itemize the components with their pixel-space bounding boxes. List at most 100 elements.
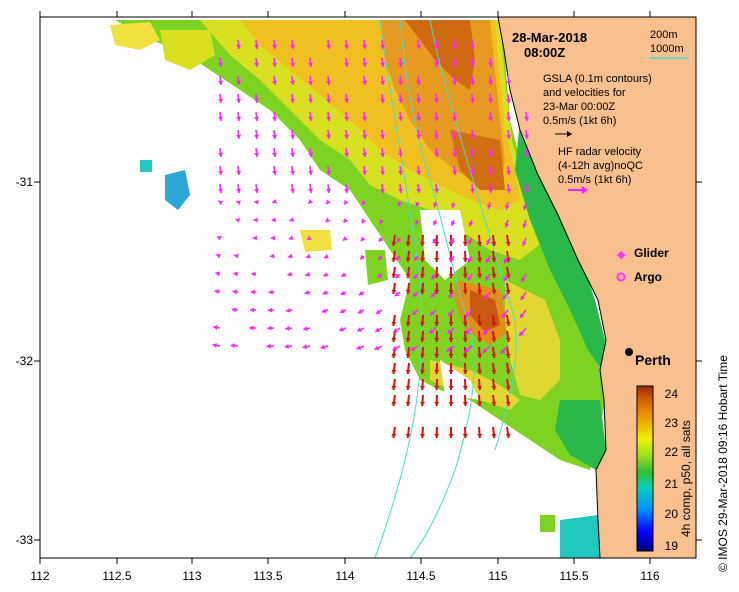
radar-legend-line: (4-12h avg)noQC bbox=[558, 160, 643, 172]
gsla-vector-arrow bbox=[218, 57, 224, 68]
x-tick-label: 114.5 bbox=[406, 569, 435, 583]
radar-vector-arrow bbox=[405, 282, 411, 295]
gsla-vector-arrow bbox=[482, 345, 491, 354]
gsla-vector-arrow bbox=[522, 219, 528, 229]
gsla-vector-arrow bbox=[470, 39, 476, 50]
radar-vector-arrow bbox=[405, 394, 411, 407]
radar-vector-arrow bbox=[462, 426, 468, 439]
gsla-vector-arrow bbox=[470, 93, 476, 104]
gsla-vector-arrow bbox=[488, 147, 494, 158]
gsla-vector-arrow bbox=[271, 217, 276, 223]
radar-vector-arrow bbox=[405, 314, 411, 327]
gsla-vector-arrow bbox=[416, 165, 422, 176]
x-tick-label: 114 bbox=[335, 569, 354, 583]
gsla-vector-arrow bbox=[212, 342, 221, 348]
gsla-vector-arrow bbox=[504, 201, 510, 210]
radar-vector-arrow bbox=[419, 426, 425, 439]
radar-vector-arrow bbox=[491, 250, 497, 263]
radar-vector-arrow bbox=[448, 282, 454, 295]
gsla-vector-arrow bbox=[362, 129, 368, 140]
gsla-vector-arrow bbox=[236, 75, 242, 86]
gsla-vector-arrow bbox=[482, 327, 491, 336]
gsla-vector-arrow bbox=[344, 93, 350, 104]
radar-vector-arrow bbox=[477, 346, 483, 359]
gsla-vector-arrow bbox=[362, 147, 368, 158]
gsla-vector-arrow bbox=[272, 165, 278, 176]
gsla-vector-arrow bbox=[434, 147, 440, 158]
gsla-vector-arrow bbox=[380, 75, 386, 86]
gsla-legend-line: GSLA (0.1m contours) bbox=[543, 73, 652, 85]
credit-text: © IMOS 29-Mar-2018 09:16 Hobart Time bbox=[716, 355, 730, 572]
gsla-vector-arrow bbox=[380, 183, 386, 194]
gsla-vector-arrow bbox=[236, 111, 242, 122]
gsla-vector-arrow bbox=[272, 57, 278, 68]
gsla-vector-arrow bbox=[488, 93, 494, 104]
gsla-vector-arrow bbox=[236, 39, 242, 50]
gsla-vector-arrow bbox=[506, 129, 512, 140]
sst-field bbox=[110, 20, 606, 558]
gsla-vector-arrow bbox=[376, 273, 383, 279]
radar-vector-arrow bbox=[405, 266, 411, 279]
radar-vector-arrow bbox=[505, 314, 511, 327]
gsla-vector-arrow bbox=[254, 183, 260, 194]
gsla-vector-arrow bbox=[412, 291, 419, 298]
gsla-vector-arrow bbox=[217, 200, 224, 206]
gsla-vector-arrow bbox=[374, 345, 383, 351]
gsla-vector-arrow bbox=[359, 254, 365, 260]
radar-vector-arrow bbox=[448, 266, 454, 279]
radar-vector-arrow bbox=[434, 394, 440, 407]
gsla-vector-arrow bbox=[432, 219, 438, 226]
gsla-vector-arrow bbox=[308, 93, 314, 104]
gsla-vector-arrow bbox=[502, 291, 509, 300]
colorbar: 24 23 22 21 20 19 4h comp, p50, all sats bbox=[636, 385, 693, 553]
radar-vector-arrow bbox=[477, 362, 483, 375]
radar-vector-arrow bbox=[477, 378, 483, 391]
gsla-vector-arrow bbox=[254, 57, 260, 68]
radar-vector-arrow bbox=[391, 330, 397, 343]
gsla-vector-arrow bbox=[231, 307, 239, 313]
gsla-vector-arrow bbox=[287, 253, 293, 259]
y-tick-label: -32 bbox=[16, 354, 34, 368]
gsla-vector-arrow bbox=[434, 57, 440, 68]
radar-vector-arrow bbox=[491, 426, 497, 439]
gsla-vector-arrow bbox=[470, 147, 476, 158]
radar-vector-arrow bbox=[405, 330, 411, 343]
y-tick-label: -31 bbox=[16, 175, 34, 189]
gsla-vector-arrow bbox=[452, 129, 458, 140]
gsla-vector-arrow bbox=[218, 147, 224, 158]
radar-vector-arrow bbox=[477, 314, 483, 327]
gsla-vector-arrow bbox=[254, 111, 260, 122]
gsla-vector-arrow bbox=[341, 272, 347, 278]
gsla-vector-arrow bbox=[416, 111, 422, 122]
radar-vector-arrow bbox=[462, 250, 468, 263]
radar-vector-arrow bbox=[477, 282, 483, 295]
gsla-vector-arrow bbox=[500, 345, 509, 354]
gsla-vector-arrow bbox=[468, 237, 473, 245]
gsla-vector-arrow bbox=[470, 57, 476, 68]
gsla-vector-arrow bbox=[254, 93, 260, 104]
gsla-vector-arrow bbox=[290, 147, 296, 158]
radar-vector-arrow bbox=[391, 394, 397, 407]
gsla-vector-arrow bbox=[522, 237, 527, 247]
colorbar-tick: 24 bbox=[665, 387, 679, 401]
gsla-vector-arrow bbox=[488, 165, 494, 176]
gsla-vector-arrow bbox=[272, 39, 278, 50]
gsla-vector-arrow bbox=[446, 327, 455, 335]
gsla-vector-arrow bbox=[308, 75, 314, 86]
glider-label: Glider bbox=[634, 246, 669, 260]
radar-vector-arrow bbox=[405, 234, 411, 247]
gsla-vector-arrow bbox=[357, 309, 365, 314]
gsla-vector-arrow bbox=[272, 129, 278, 140]
gsla-vector-arrow bbox=[452, 75, 458, 86]
gsla-vector-arrow bbox=[488, 57, 494, 68]
radar-vector-arrow bbox=[419, 394, 425, 407]
radar-vector-arrow bbox=[405, 426, 411, 439]
gsla-vector-arrow bbox=[308, 165, 314, 176]
gsla-vector-arrow bbox=[218, 93, 224, 104]
y-tick-label: -33 bbox=[16, 533, 34, 547]
gsla-vector-arrow bbox=[503, 255, 509, 264]
gsla-vector-arrow bbox=[410, 345, 419, 352]
radar-vector-arrow bbox=[405, 346, 411, 359]
argo-label: Argo bbox=[634, 270, 662, 284]
gsla-vector-arrow bbox=[362, 39, 368, 50]
